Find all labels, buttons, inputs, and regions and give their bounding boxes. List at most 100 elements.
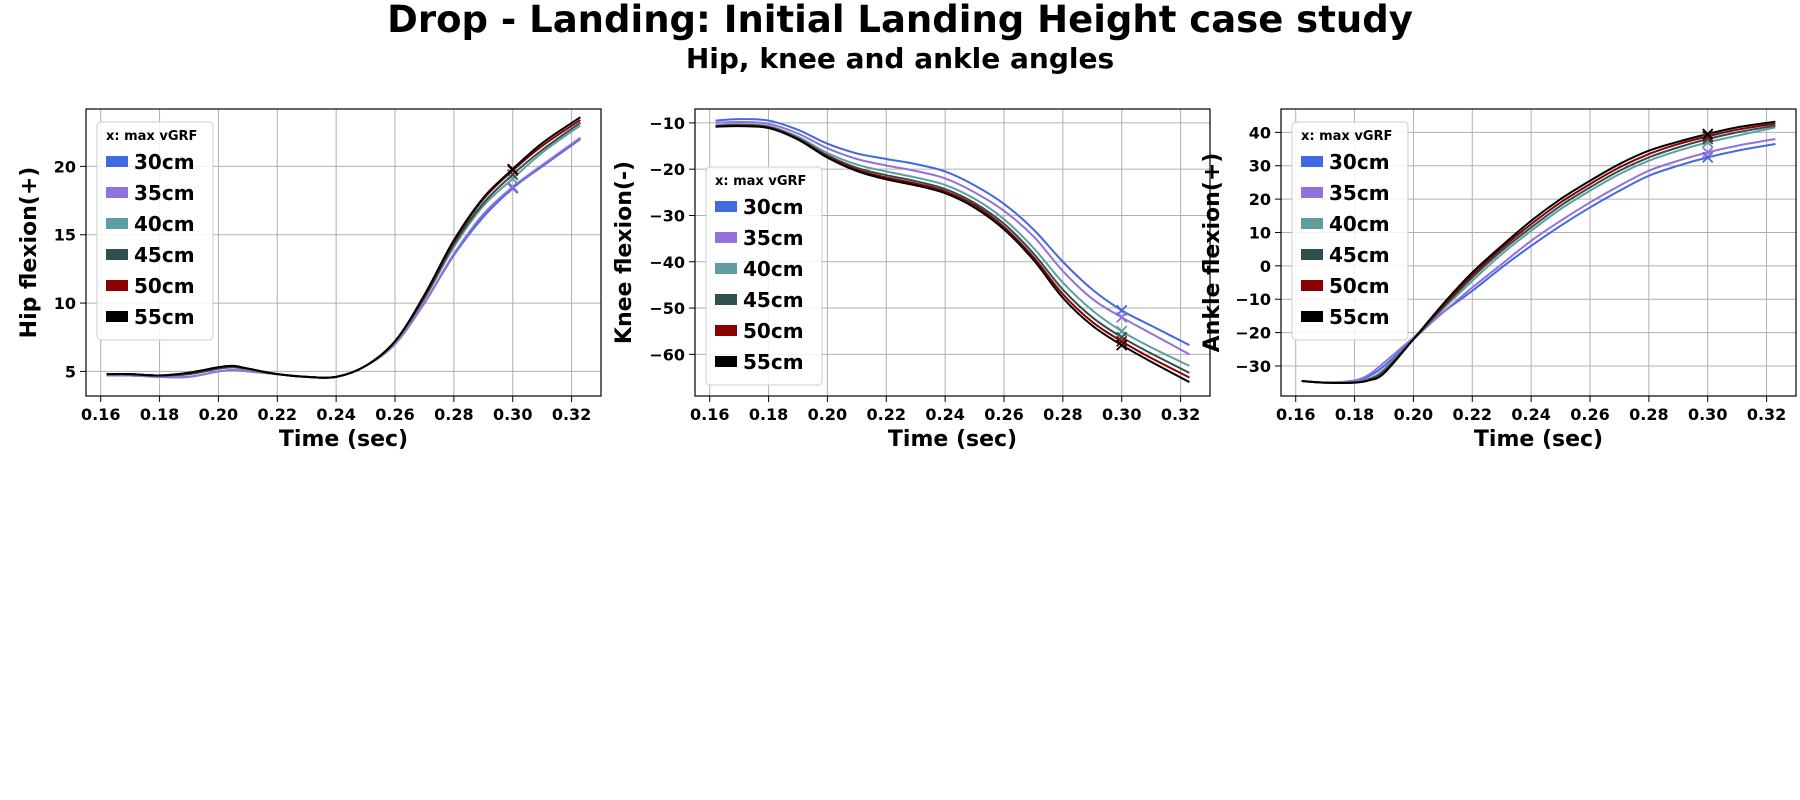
- x-tick-label: 0.16: [81, 405, 120, 424]
- series-line-30cm: [1301, 143, 1776, 384]
- legend-label-50cm: 50cm: [743, 319, 804, 343]
- legend-label-40cm: 40cm: [134, 212, 195, 236]
- figure-title: Drop - Landing: Initial Landing Height c…: [387, 0, 1413, 41]
- x-tick-label: 0.22: [258, 405, 297, 424]
- x-tick-label: 0.18: [749, 405, 788, 424]
- marker-55cm: [507, 163, 519, 175]
- axes-frame: [694, 108, 1211, 397]
- y-tick-label: −20: [649, 160, 685, 179]
- legend-label-35cm: 35cm: [1329, 181, 1390, 205]
- y-axis-label: Ankle flexion(+): [1200, 153, 1225, 353]
- marker-stroke: [507, 163, 519, 175]
- marker-35cm: [1702, 146, 1714, 159]
- y-tick-label: 10: [1249, 223, 1271, 242]
- x-tick-label: 0.26: [1570, 405, 1609, 424]
- legend-label-50cm: 50cm: [134, 274, 195, 298]
- marker-stroke: [507, 181, 519, 193]
- figure-subtitle: Hip, knee and ankle angles: [685, 42, 1115, 75]
- legend-label-55cm: 55cm: [134, 305, 195, 329]
- y-tick-label: 15: [54, 226, 76, 245]
- marker-stroke: [1116, 311, 1128, 323]
- y-tick-label: −30: [649, 206, 685, 225]
- x-tick-label: 0.26: [375, 405, 414, 424]
- legend-label-50cm: 50cm: [1329, 274, 1390, 298]
- marker-55cm: [1116, 339, 1128, 351]
- legend-swatch-55cm: [715, 356, 737, 367]
- legend-title: x: max vGRF: [715, 174, 806, 189]
- marker-stroke: [507, 182, 519, 194]
- x-tick-label: 0.22: [1453, 405, 1492, 424]
- series-line-35cm: [715, 120, 1190, 356]
- x-tick-label: 0.18: [140, 405, 179, 424]
- marker-40cm: [507, 173, 519, 185]
- legend-swatch-45cm: [715, 294, 737, 305]
- marker-55cm: [1702, 128, 1714, 140]
- legend-swatch-35cm: [715, 232, 737, 243]
- y-tick-label: 40: [1249, 123, 1271, 142]
- x-axis-label: Time (sec): [279, 427, 408, 452]
- series-line-55cm: [1301, 120, 1776, 384]
- legend-title: x: max vGRF: [106, 129, 197, 144]
- x-tick-label: 0.16: [690, 405, 729, 424]
- y-tick-label: 30: [1249, 157, 1271, 176]
- legend-swatch-50cm: [106, 280, 128, 291]
- legend-label-30cm: 30cm: [1329, 150, 1390, 174]
- x-tick-label: 0.30: [1102, 405, 1141, 424]
- marker-stroke: [1702, 133, 1714, 145]
- legend-swatch-40cm: [106, 218, 128, 229]
- x-tick-label: 0.32: [1161, 405, 1200, 424]
- y-tick-label: −30: [1235, 357, 1271, 376]
- x-tick-label: 0.18: [1335, 405, 1374, 424]
- x-tick-label: 0.32: [1747, 405, 1786, 424]
- y-tick-label: −40: [649, 253, 685, 272]
- legend-swatch-45cm: [1301, 249, 1323, 260]
- y-tick-label: −60: [649, 345, 685, 364]
- x-tick-label: 0.20: [1394, 405, 1433, 424]
- series-line-35cm: [1301, 138, 1776, 384]
- legend-label-45cm: 45cm: [134, 243, 195, 267]
- marker-stroke: [1702, 128, 1714, 140]
- legend: x: max vGRF 30cm 35cm 40cm 45cm 50cm 55cm: [1291, 121, 1409, 341]
- marker-35cm: [1116, 311, 1128, 323]
- x-tick-label: 0.30: [1688, 405, 1727, 424]
- y-tick-label: −10: [649, 114, 685, 133]
- marker-stroke: [1116, 335, 1128, 348]
- x-tick-label: 0.20: [199, 405, 238, 424]
- x-tick-label: 0.22: [867, 405, 906, 424]
- legend-label-40cm: 40cm: [743, 257, 804, 281]
- x-tick-label: 0.28: [434, 405, 473, 424]
- marker-stroke: [1702, 146, 1714, 159]
- y-tick-label: 20: [54, 157, 76, 176]
- y-tick-label: 20: [1249, 190, 1271, 209]
- x-tick-label: 0.24: [925, 405, 964, 424]
- marker-stroke: [507, 173, 519, 185]
- x-tick-label: 0.20: [808, 405, 847, 424]
- axes-frame: [85, 108, 602, 397]
- legend-label-45cm: 45cm: [1329, 243, 1390, 267]
- legend-swatch-45cm: [106, 249, 128, 260]
- legend-swatch-30cm: [1301, 156, 1323, 167]
- legend-label-30cm: 30cm: [743, 195, 804, 219]
- legend: x: max vGRF 30cm 35cm 40cm 45cm 50cm 55cm: [96, 121, 214, 341]
- series-line-55cm: [715, 125, 1190, 383]
- legend-swatch-30cm: [715, 201, 737, 212]
- marker-stroke: [1702, 151, 1714, 164]
- legend-swatch-35cm: [106, 187, 128, 198]
- legend-swatch-40cm: [1301, 218, 1323, 229]
- y-tick-label: −50: [649, 299, 685, 318]
- series-line-55cm: [106, 116, 581, 379]
- x-tick-label: 0.26: [984, 405, 1023, 424]
- x-tick-label: 0.32: [552, 405, 591, 424]
- legend-swatch-40cm: [715, 263, 737, 274]
- marker-35cm: [507, 181, 519, 193]
- y-axis-label: Knee flexion(-): [612, 161, 637, 344]
- axes-frame: [1280, 108, 1797, 397]
- marker-30cm: [507, 182, 519, 194]
- x-axis-label: Time (sec): [1474, 427, 1603, 452]
- chart-panel-2: 0.16 0.18 0.20 0.22 0.24 0.26 0.28 0.30 0.32 −10 −…: [612, 108, 1211, 452]
- marker-stroke: [1116, 339, 1128, 351]
- legend-label-40cm: 40cm: [1329, 212, 1390, 236]
- marker-30cm: [1702, 151, 1714, 164]
- y-tick-label: 0: [1260, 257, 1271, 276]
